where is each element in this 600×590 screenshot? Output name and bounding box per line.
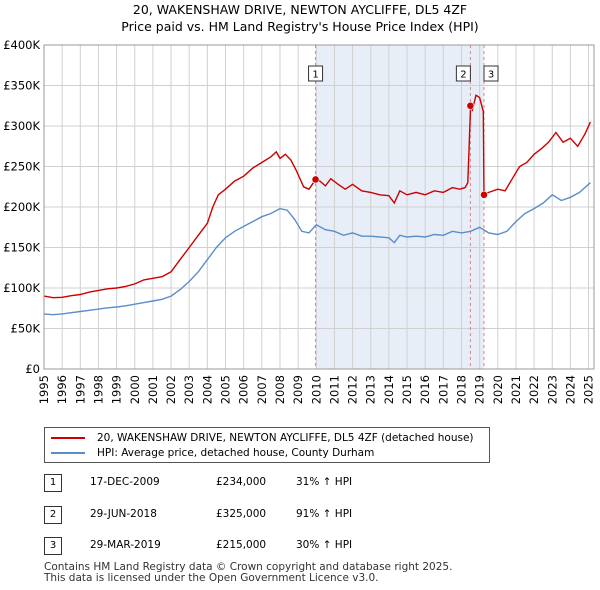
legend-item-hpi: HPI: Average price, detached house, Coun… [51, 447, 374, 459]
transaction-number: 1 [44, 474, 62, 492]
x-tick-label: 2020 [491, 375, 505, 404]
legend-property-swatch [51, 437, 85, 439]
transaction-date: 17-DEC-2009 [90, 476, 160, 488]
x-tick-label: 2001 [146, 375, 160, 404]
y-tick-label: £350K [3, 79, 40, 93]
price-chart: 20, WAKENSHAW DRIVE, NEWTON AYCLIFFE, DL… [3, 2, 596, 404]
transaction-point [480, 190, 488, 199]
transaction-points [311, 101, 488, 199]
legend-hpi-swatch [51, 452, 85, 454]
x-tick-label: 1998 [91, 375, 105, 404]
x-tick-label: 2015 [400, 375, 414, 404]
transaction-hpi-change: 30% ↑ HPI [296, 539, 353, 551]
x-tick-label: 2011 [327, 375, 341, 404]
x-tick-label: 2008 [273, 375, 287, 404]
x-tick-label: 2000 [128, 375, 142, 404]
y-axis: £0 £50K £100K £150K £200K £250K £300K £350K £400… [3, 38, 40, 376]
x-tick-label: 2018 [454, 375, 468, 404]
transaction-badge [308, 65, 324, 82]
y-tick-label: £100K [3, 281, 40, 295]
x-tick-label: 1997 [73, 375, 87, 404]
x-tick-label: 2012 [346, 375, 360, 404]
transaction-point [466, 101, 475, 110]
y-tick-label: £400K [3, 38, 40, 52]
y-tick-label: £50K [11, 322, 41, 336]
transaction-date: 29-MAR-2019 [90, 539, 161, 551]
y-tick-label: £200K [3, 200, 40, 214]
y-tick-label: £0 [25, 362, 40, 376]
plot-border [43, 44, 595, 370]
x-tick-label: 2005 [219, 375, 233, 404]
transaction-price: £215,000 [216, 539, 267, 551]
transaction-badge-label: 1 [312, 70, 318, 81]
chart-subtitle: Price paid vs. HM Land Registry's House … [121, 19, 478, 34]
transaction-date: 29-JUN-2018 [90, 508, 157, 520]
x-tick-label: 2025 [582, 375, 596, 404]
x-tick-label: 2002 [164, 375, 178, 404]
x-tick-label: 2017 [436, 375, 450, 404]
x-tick-label: 2014 [382, 375, 396, 404]
x-tick-label: 2016 [418, 375, 432, 404]
transaction-hpi-change: 91% ↑ HPI [296, 508, 353, 520]
x-tick-label: 2007 [255, 375, 269, 404]
y-tick-label: £250K [3, 160, 40, 174]
x-tick-label: 1999 [110, 375, 124, 404]
x-tick-label: 2021 [509, 375, 523, 404]
x-tick-label: 2003 [182, 375, 196, 404]
transaction-price: £234,000 [216, 476, 267, 488]
x-tick-label: 1995 [37, 375, 51, 404]
x-tick-label: 2019 [473, 375, 487, 404]
property-series-line [43, 94, 592, 299]
x-tick-label: 2010 [309, 375, 323, 404]
legend-hpi-label: HPI: Average price, detached house, Coun… [97, 447, 375, 459]
transaction-badge [483, 65, 499, 82]
transaction-price: £325,000 [216, 508, 267, 520]
x-tick-label: 2023 [545, 375, 559, 404]
legend-property-label: 20, WAKENSHAW DRIVE, NEWTON AYCLIFFE, DL… [97, 432, 474, 444]
x-tick-label: 1996 [55, 375, 69, 404]
x-tick-label: 2024 [563, 375, 577, 404]
transaction-badge-label: 3 [488, 70, 494, 81]
legend: 20, WAKENSHAW DRIVE, NEWTON AYCLIFFE, DL… [44, 427, 490, 463]
x-tick-label: 2004 [200, 375, 214, 404]
x-tick-label: 2006 [237, 375, 251, 404]
transaction-badges: 1 2 3 [308, 65, 499, 82]
y-tick-label: £150K [3, 241, 40, 255]
transaction-number: 3 [44, 537, 62, 555]
footer-attribution: Contains HM Land Registry data © Crown c… [44, 562, 452, 584]
legend-item-property: 20, WAKENSHAW DRIVE, NEWTON AYCLIFFE, DL… [51, 432, 474, 444]
x-tick-label: 2009 [291, 375, 305, 404]
transaction-badge [455, 65, 471, 82]
hpi-series-line [43, 182, 591, 316]
chart-title: 20, WAKENSHAW DRIVE, NEWTON AYCLIFFE, DL… [133, 2, 467, 17]
transaction-hpi-change: 31% ↑ HPI [296, 476, 353, 488]
x-axis: 1995 1996 1997 1998 1999 2000 2001 2002 2003 2004… [37, 375, 596, 404]
transaction-point [311, 175, 320, 184]
transaction-lines [315, 45, 485, 369]
x-tick-label: 2013 [364, 375, 378, 404]
x-tick-label: 2022 [527, 375, 541, 404]
y-tick-label: £300K [3, 119, 40, 133]
transaction-badge-label: 2 [460, 70, 466, 81]
footer-copyright: Contains HM Land Registry data © Crown c… [44, 561, 453, 573]
transaction-number: 2 [44, 506, 62, 524]
footer-licence: This data is licensed under the Open Gov… [44, 572, 379, 584]
